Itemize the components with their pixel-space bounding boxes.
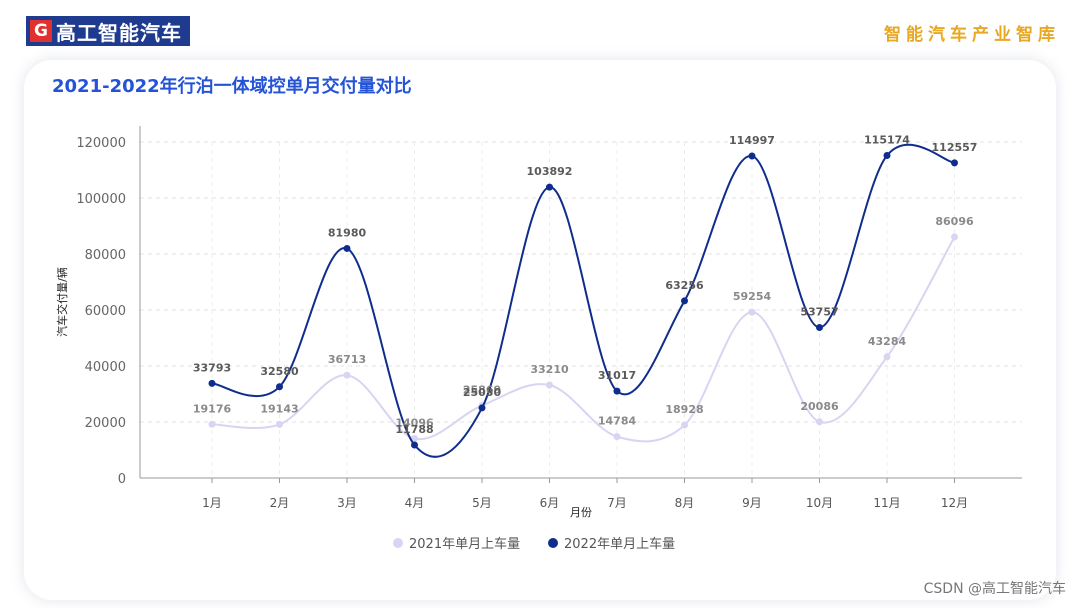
x-tick-label: 1月 <box>202 496 222 510</box>
x-tick-label: 12月 <box>941 496 968 510</box>
data-label: 86096 <box>935 215 974 228</box>
brand-name: 高工智能汽车 <box>56 20 182 45</box>
data-point <box>613 387 621 395</box>
data-label: 103892 <box>527 165 573 178</box>
y-axis-label: 汽车交付量/辆 <box>55 267 69 337</box>
data-point <box>478 404 486 412</box>
legend-label: 2021年单月上车量 <box>409 536 520 552</box>
axes: 0 20000 40000 60000 80000 100000 120000 1月 2月 3月 4… <box>76 126 1022 510</box>
brand-logo-icon: G <box>30 20 52 42</box>
data-label: 112557 <box>932 141 978 154</box>
data-point <box>951 233 958 241</box>
legend-marker <box>548 538 558 548</box>
data-label: 25869 <box>463 384 501 397</box>
data-label: 63256 <box>665 279 704 292</box>
x-axis-label: 月份 <box>570 506 592 519</box>
data-point <box>883 353 891 361</box>
data-point <box>681 297 688 305</box>
x-tick-label: 3月 <box>337 496 357 510</box>
data-point <box>748 308 756 316</box>
data-label: 14096 <box>395 417 434 430</box>
y-tick-label: 20000 <box>85 416 126 431</box>
data-point <box>681 421 688 429</box>
data-label: 53757 <box>800 305 838 318</box>
data-point <box>816 418 823 426</box>
data-label: 33210 <box>530 363 569 376</box>
y-tick-label: 40000 <box>85 360 126 375</box>
x-tick-label: 10月 <box>806 496 833 510</box>
y-tick-label: 60000 <box>85 304 126 319</box>
chart-card <box>24 60 1056 600</box>
data-point <box>208 379 216 387</box>
data-label: 11788 <box>395 423 433 436</box>
data-point <box>748 152 756 160</box>
x-tick-label: 9月 <box>742 496 762 510</box>
x-tick-label: 2月 <box>270 496 290 510</box>
chart-title: 2021-2022年行泊一体域控单月交付量对比 <box>52 76 412 97</box>
data-label: 115174 <box>864 134 910 147</box>
data-label: 81980 <box>328 226 367 239</box>
x-tick-label: 7月 <box>607 496 627 510</box>
data-label: 32580 <box>260 365 299 378</box>
y-tick-label: 120000 <box>76 136 126 151</box>
data-point <box>546 381 553 389</box>
data-point <box>411 435 418 443</box>
data-label: 19143 <box>260 402 298 415</box>
x-tick-label: 4月 <box>405 496 425 510</box>
data-point <box>546 183 553 191</box>
data-point <box>883 152 891 160</box>
data-point <box>276 383 283 391</box>
y-tick-label: 0 <box>118 472 126 487</box>
series-lines <box>208 143 958 458</box>
brand-logo: G 高工智能汽车 <box>26 16 190 46</box>
data-label: 114997 <box>729 134 775 147</box>
grid-lines <box>140 141 1022 478</box>
data-labels: 19176 19143 36713 14096 25869 33210 14784 18928… <box>193 134 978 436</box>
data-label: 31017 <box>598 369 636 382</box>
x-tick-label: 8月 <box>675 496 695 510</box>
data-point <box>816 323 823 331</box>
data-label: 25030 <box>463 386 502 399</box>
legend-label: 2022年单月上车量 <box>564 536 675 552</box>
legend: 2021年单月上车量 2022年单月上车量 <box>393 536 675 552</box>
y-tick-label: 100000 <box>76 192 126 207</box>
data-point <box>343 371 351 379</box>
data-point <box>951 159 958 167</box>
data-point <box>613 433 621 441</box>
data-label: 33793 <box>193 361 231 374</box>
x-tick-label: 5月 <box>472 496 492 510</box>
data-point <box>411 441 418 449</box>
data-label: 43284 <box>868 335 907 348</box>
data-label: 14784 <box>598 415 637 428</box>
footer-credit: CSDN @高工智能汽车 <box>923 581 1066 597</box>
data-point <box>343 244 351 252</box>
legend-marker <box>393 538 403 548</box>
y-tick-label: 80000 <box>85 248 126 263</box>
data-point <box>276 420 283 428</box>
data-label: 59254 <box>733 290 772 303</box>
data-label: 36713 <box>328 353 366 366</box>
data-label: 18928 <box>665 403 703 416</box>
data-point <box>208 420 216 428</box>
data-label: 19176 <box>193 402 232 415</box>
data-label: 20086 <box>800 400 839 413</box>
x-tick-label: 6月 <box>540 496 560 510</box>
x-tick-label: 11月 <box>873 496 900 510</box>
series-line <box>211 236 956 443</box>
brand-tagline: 智能汽车产业智库 <box>884 25 1060 45</box>
